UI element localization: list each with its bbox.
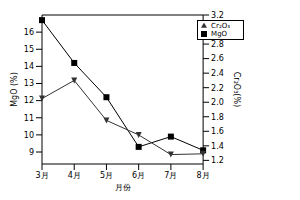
svg-text:2.2: 2.2 <box>211 84 224 93</box>
svg-text:7月: 7月 <box>164 171 177 180</box>
svg-text:1.2: 1.2 <box>211 156 224 165</box>
svg-text:4月: 4月 <box>68 171 81 180</box>
svg-text:MgO (%): MgO (%) <box>10 72 19 107</box>
svg-text:14: 14 <box>24 62 34 71</box>
svg-text:Cr₂O₃(%): Cr₂O₃(%) <box>232 72 241 107</box>
svg-text:10: 10 <box>24 131 34 140</box>
svg-text:月份: 月份 <box>115 183 131 192</box>
svg-text:2.6: 2.6 <box>211 54 224 63</box>
svg-text:13: 13 <box>24 79 34 88</box>
svg-text:3.0: 3.0 <box>211 25 224 34</box>
svg-text:1.8: 1.8 <box>211 113 224 122</box>
svg-text:15: 15 <box>24 45 34 54</box>
svg-text:11: 11 <box>24 114 34 123</box>
svg-text:12: 12 <box>24 96 34 105</box>
svg-text:6月: 6月 <box>132 171 145 180</box>
svg-text:9: 9 <box>29 148 34 157</box>
svg-text:2.0: 2.0 <box>211 98 224 107</box>
svg-text:1.4: 1.4 <box>211 142 224 151</box>
svg-text:3月: 3月 <box>35 171 48 180</box>
svg-text:5月: 5月 <box>100 171 113 180</box>
svg-text:8月: 8月 <box>197 171 210 180</box>
svg-text:3.2: 3.2 <box>211 11 224 20</box>
svg-text:1.6: 1.6 <box>211 127 224 136</box>
svg-text:2.4: 2.4 <box>211 69 224 78</box>
svg-text:2.8: 2.8 <box>211 40 224 49</box>
svg-text:16: 16 <box>24 28 34 37</box>
